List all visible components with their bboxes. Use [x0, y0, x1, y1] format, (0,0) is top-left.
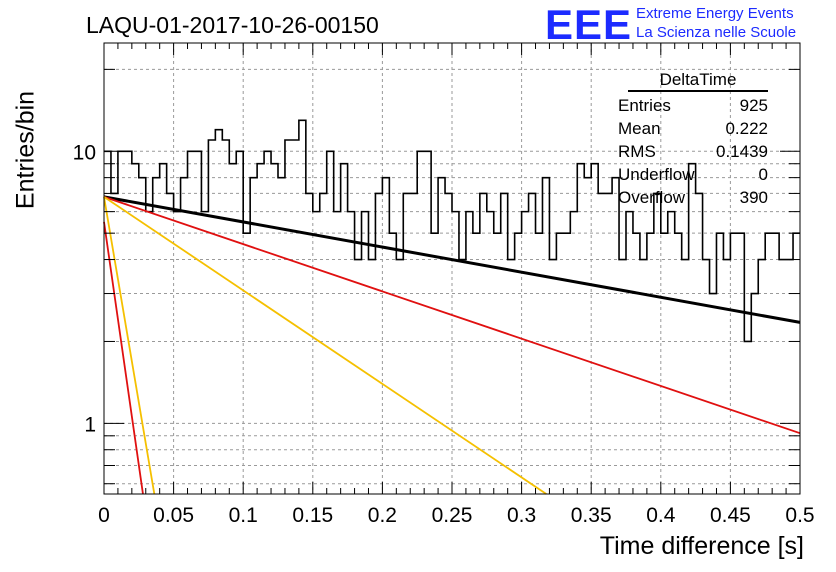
stats-value: 0.1439 [716, 142, 768, 161]
eee-logo: EEE [545, 1, 633, 48]
y-tick-label: 1 [84, 413, 96, 436]
x-tick-label: 0.2 [368, 504, 397, 527]
fit-line-1 [103, 195, 801, 435]
x-tick-label: 0.15 [292, 504, 333, 527]
x-axis-label: Time difference [s] [599, 532, 804, 560]
fit-line-0 [103, 195, 801, 324]
stats-label: Overflow [618, 188, 686, 207]
logo-caption: Extreme Energy Events La Scienza nelle S… [636, 4, 796, 42]
fit-lines [103, 195, 801, 495]
stats-value: 390 [739, 188, 768, 207]
x-tick-label: 0.4 [646, 504, 676, 527]
x-tick-label: 0.3 [507, 504, 536, 527]
stats-box: DeltaTime Entries 925 Mean 0.222 RMS 0.1439… [610, 70, 778, 209]
plot-title: LAQU-01-2017-10-26-00150 [86, 12, 379, 38]
stats-row-rms: RMS 0.1439 [610, 140, 778, 163]
fit-line-4 [103, 196, 156, 495]
x-tick-label: 0.5 [785, 504, 814, 527]
stats-header: DeltaTime [628, 70, 768, 92]
histogram-step-line [104, 119, 800, 343]
stats-value: 925 [739, 96, 768, 115]
stats-value: 0.222 [725, 119, 768, 138]
x-tick-label: 0.35 [571, 504, 612, 527]
logo-line-1: Extreme Energy Events [636, 5, 794, 22]
stats-row-mean: Mean 0.222 [610, 117, 778, 140]
x-tick-label: 0.1 [229, 504, 258, 527]
stats-label: Mean [618, 119, 661, 138]
stats-row-entries: Entries 925 [610, 94, 778, 117]
stats-row-overflow: Overflow 390 [610, 186, 778, 209]
stats-row-underflow: Underflow 0 [610, 163, 778, 186]
x-tick-label: 0 [98, 504, 110, 527]
stats-label: RMS [618, 142, 656, 161]
y-axis-label: Entries/bin [6, 91, 46, 209]
x-tick-label: 0.05 [153, 504, 194, 527]
x-tick-label: 0.25 [432, 504, 473, 527]
y-tick-label: 10 [73, 141, 96, 164]
stats-value: 0 [758, 165, 768, 184]
y-axis-label-text: Entries/bin [11, 90, 40, 210]
fit-line-3 [103, 221, 144, 495]
histogram-series [104, 119, 800, 343]
fit-line-2 [103, 196, 547, 495]
stats-label: Entries [618, 96, 671, 115]
axis-ticks: 0 0.05 0.1 0.15 0.2 0.25 0.3 0.35 0.4 0.45 0.5 1 10 [73, 43, 815, 527]
stats-label: Underflow [618, 165, 695, 184]
x-tick-label: 0.45 [710, 504, 751, 527]
logo-line-2: La Scienza nelle Scuole [636, 24, 797, 41]
